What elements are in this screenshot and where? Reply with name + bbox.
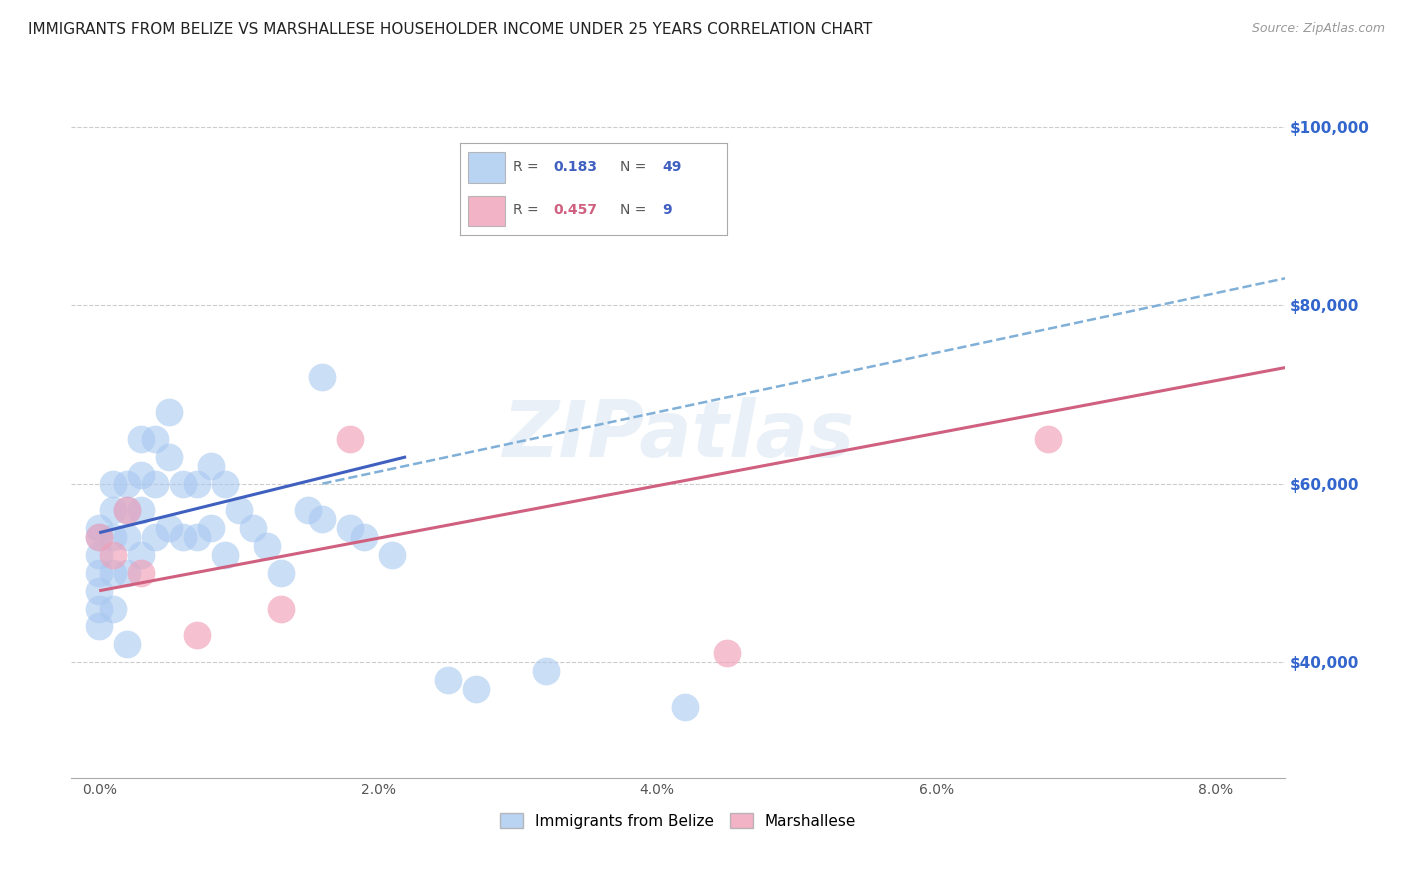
Point	[129, 467, 152, 482]
Point	[157, 521, 180, 535]
Point	[115, 503, 138, 517]
Point	[89, 583, 111, 598]
Point	[101, 530, 124, 544]
Point	[534, 664, 557, 678]
Point	[89, 530, 111, 544]
Point	[242, 521, 264, 535]
Point	[129, 503, 152, 517]
Point	[115, 637, 138, 651]
Point	[157, 405, 180, 419]
Point	[115, 530, 138, 544]
Point	[353, 530, 375, 544]
Point	[716, 646, 738, 660]
Point	[200, 458, 222, 473]
Point	[89, 566, 111, 580]
Point	[186, 476, 208, 491]
Point	[115, 503, 138, 517]
Point	[115, 476, 138, 491]
Point	[339, 432, 361, 446]
Point	[89, 548, 111, 562]
Point	[89, 619, 111, 633]
Point	[186, 628, 208, 642]
Text: IMMIGRANTS FROM BELIZE VS MARSHALLESE HOUSEHOLDER INCOME UNDER 25 YEARS CORRELAT: IMMIGRANTS FROM BELIZE VS MARSHALLESE HO…	[28, 22, 872, 37]
Point	[129, 566, 152, 580]
Text: ZIPatlas: ZIPatlas	[502, 398, 855, 474]
Point	[339, 521, 361, 535]
Point	[101, 601, 124, 615]
Point	[115, 566, 138, 580]
Point	[673, 699, 696, 714]
Point	[172, 476, 194, 491]
Point	[256, 539, 278, 553]
Point	[214, 548, 236, 562]
Point	[381, 548, 404, 562]
Point	[270, 566, 292, 580]
Point	[172, 530, 194, 544]
Point	[297, 503, 319, 517]
Point	[129, 548, 152, 562]
Point	[129, 432, 152, 446]
Point	[157, 450, 180, 464]
Point	[186, 530, 208, 544]
Point	[101, 503, 124, 517]
Point	[143, 432, 166, 446]
Point	[101, 566, 124, 580]
Point	[1036, 432, 1059, 446]
Point	[89, 521, 111, 535]
Point	[437, 673, 460, 687]
Point	[464, 681, 486, 696]
Point	[228, 503, 250, 517]
Point	[101, 476, 124, 491]
Point	[311, 369, 333, 384]
Point	[214, 476, 236, 491]
Text: Source: ZipAtlas.com: Source: ZipAtlas.com	[1251, 22, 1385, 36]
Point	[89, 530, 111, 544]
Point	[101, 548, 124, 562]
Point	[200, 521, 222, 535]
Point	[143, 476, 166, 491]
Legend: Immigrants from Belize, Marshallese: Immigrants from Belize, Marshallese	[494, 806, 862, 835]
Point	[311, 512, 333, 526]
Point	[89, 601, 111, 615]
Point	[143, 530, 166, 544]
Point	[270, 601, 292, 615]
